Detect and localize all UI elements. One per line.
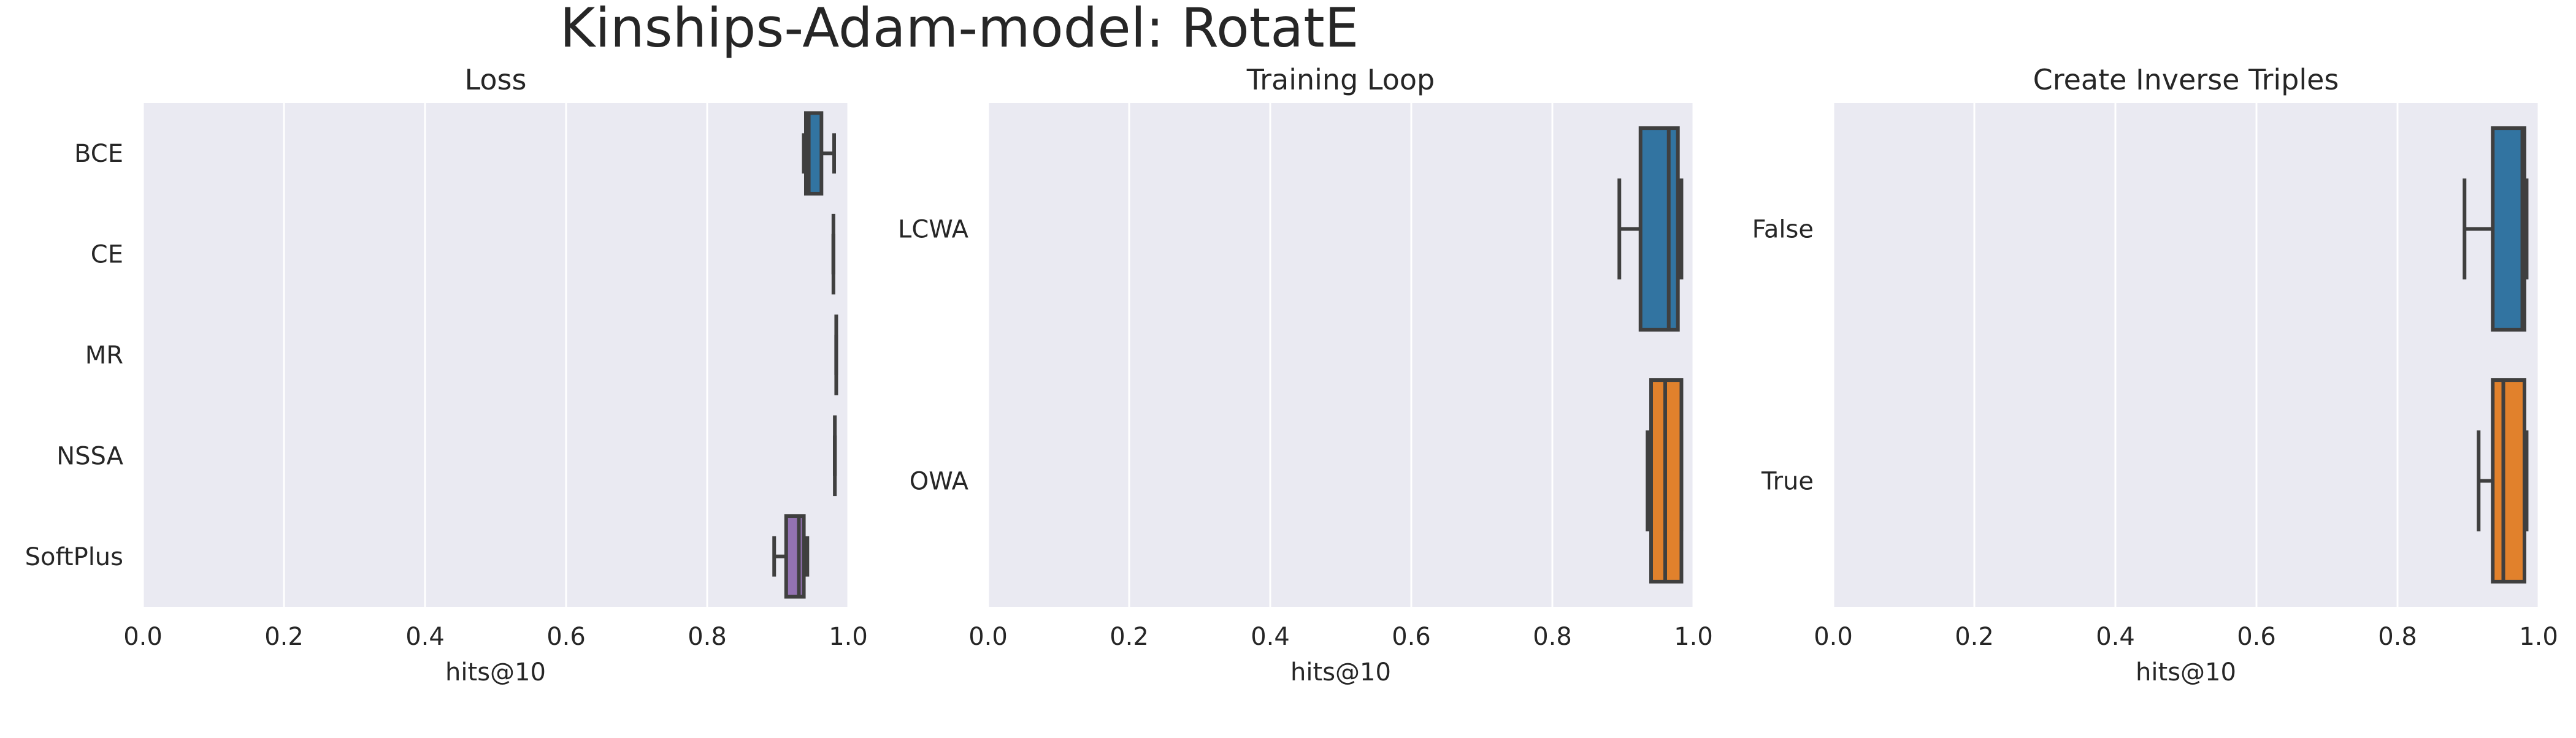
box-bce: BCE [74,111,836,196]
x-tick-label: 0.6 [546,623,586,651]
category-label: SoftPlus [25,543,123,571]
x-tick-label: 0.8 [1533,623,1572,651]
x-tick-label: 1.0 [1674,623,1713,651]
subplot-2: 0.0 0.2 0.4 0.6 0.8 1.0 Training Loop hits@10 LC… [898,63,1713,687]
x-tick-label: 0.8 [688,623,727,651]
x-tick-label: 1.0 [2519,623,2558,651]
category-label: True [1761,468,1814,496]
plot-area [143,103,848,607]
plot-area [988,103,1693,607]
box-nssa: NSSA [56,415,837,496]
category-label: OWA [910,468,969,496]
box-softplus: SoftPlus [25,514,810,599]
x-tick-label: 0.0 [968,623,1008,651]
category-label: CE [91,241,123,269]
x-tick-label: 0.6 [2237,623,2276,651]
box-body [784,514,806,599]
box-body [2491,378,2526,584]
box-owa: OWA [910,378,1684,584]
subplot-title: Create Inverse Triples [2033,63,2339,96]
box-body [2491,126,2526,332]
box-ce: CE [91,213,835,295]
x-tick-label: 0.4 [1251,623,1290,651]
subplot-3: 0.0 0.2 0.4 0.6 0.8 1.0 Create Inverse Triples… [1752,63,2558,687]
x-axis-label: hits@10 [445,658,546,687]
x-tick-label: 0.2 [1110,623,1149,651]
subplots: 0.0 0.2 0.4 0.6 0.8 1.0 Loss hits@10 BCE CE MR NSSA… [25,63,2558,687]
category-label: BCE [74,140,123,168]
x-tick-label: 0.2 [1955,623,1994,651]
box-true: True [1761,378,2529,584]
category-label: NSSA [56,442,123,470]
subplot-title: Loss [465,63,527,96]
x-tick-label: 0.6 [1392,623,1431,651]
x-tick-label: 0.4 [405,623,445,651]
x-tick-label: 0.0 [123,623,163,651]
box-mr: MR [85,314,838,395]
subplot-title: Training Loop [1246,63,1435,96]
box-lcwa: LCWA [898,126,1684,332]
category-label: False [1752,216,1814,244]
box-body [1638,126,1680,332]
x-tick-label: 0.8 [2378,623,2417,651]
plot-area [1833,103,2539,607]
x-tick-label: 0.4 [2096,623,2135,651]
x-tick-label: 1.0 [829,623,868,651]
x-tick-label: 0.2 [264,623,304,651]
figure-suptitle: Kinships-Adam-model: RotatE [560,0,1359,59]
category-label: LCWA [898,216,969,244]
x-axis-label: hits@10 [2136,658,2236,687]
x-tick-label: 0.0 [1814,623,1853,651]
box-false: False [1752,126,2529,332]
category-label: MR [85,341,123,370]
subplot-1: 0.0 0.2 0.4 0.6 0.8 1.0 Loss hits@10 BCE CE MR NSSA… [25,63,868,687]
x-axis-label: hits@10 [1290,658,1391,687]
